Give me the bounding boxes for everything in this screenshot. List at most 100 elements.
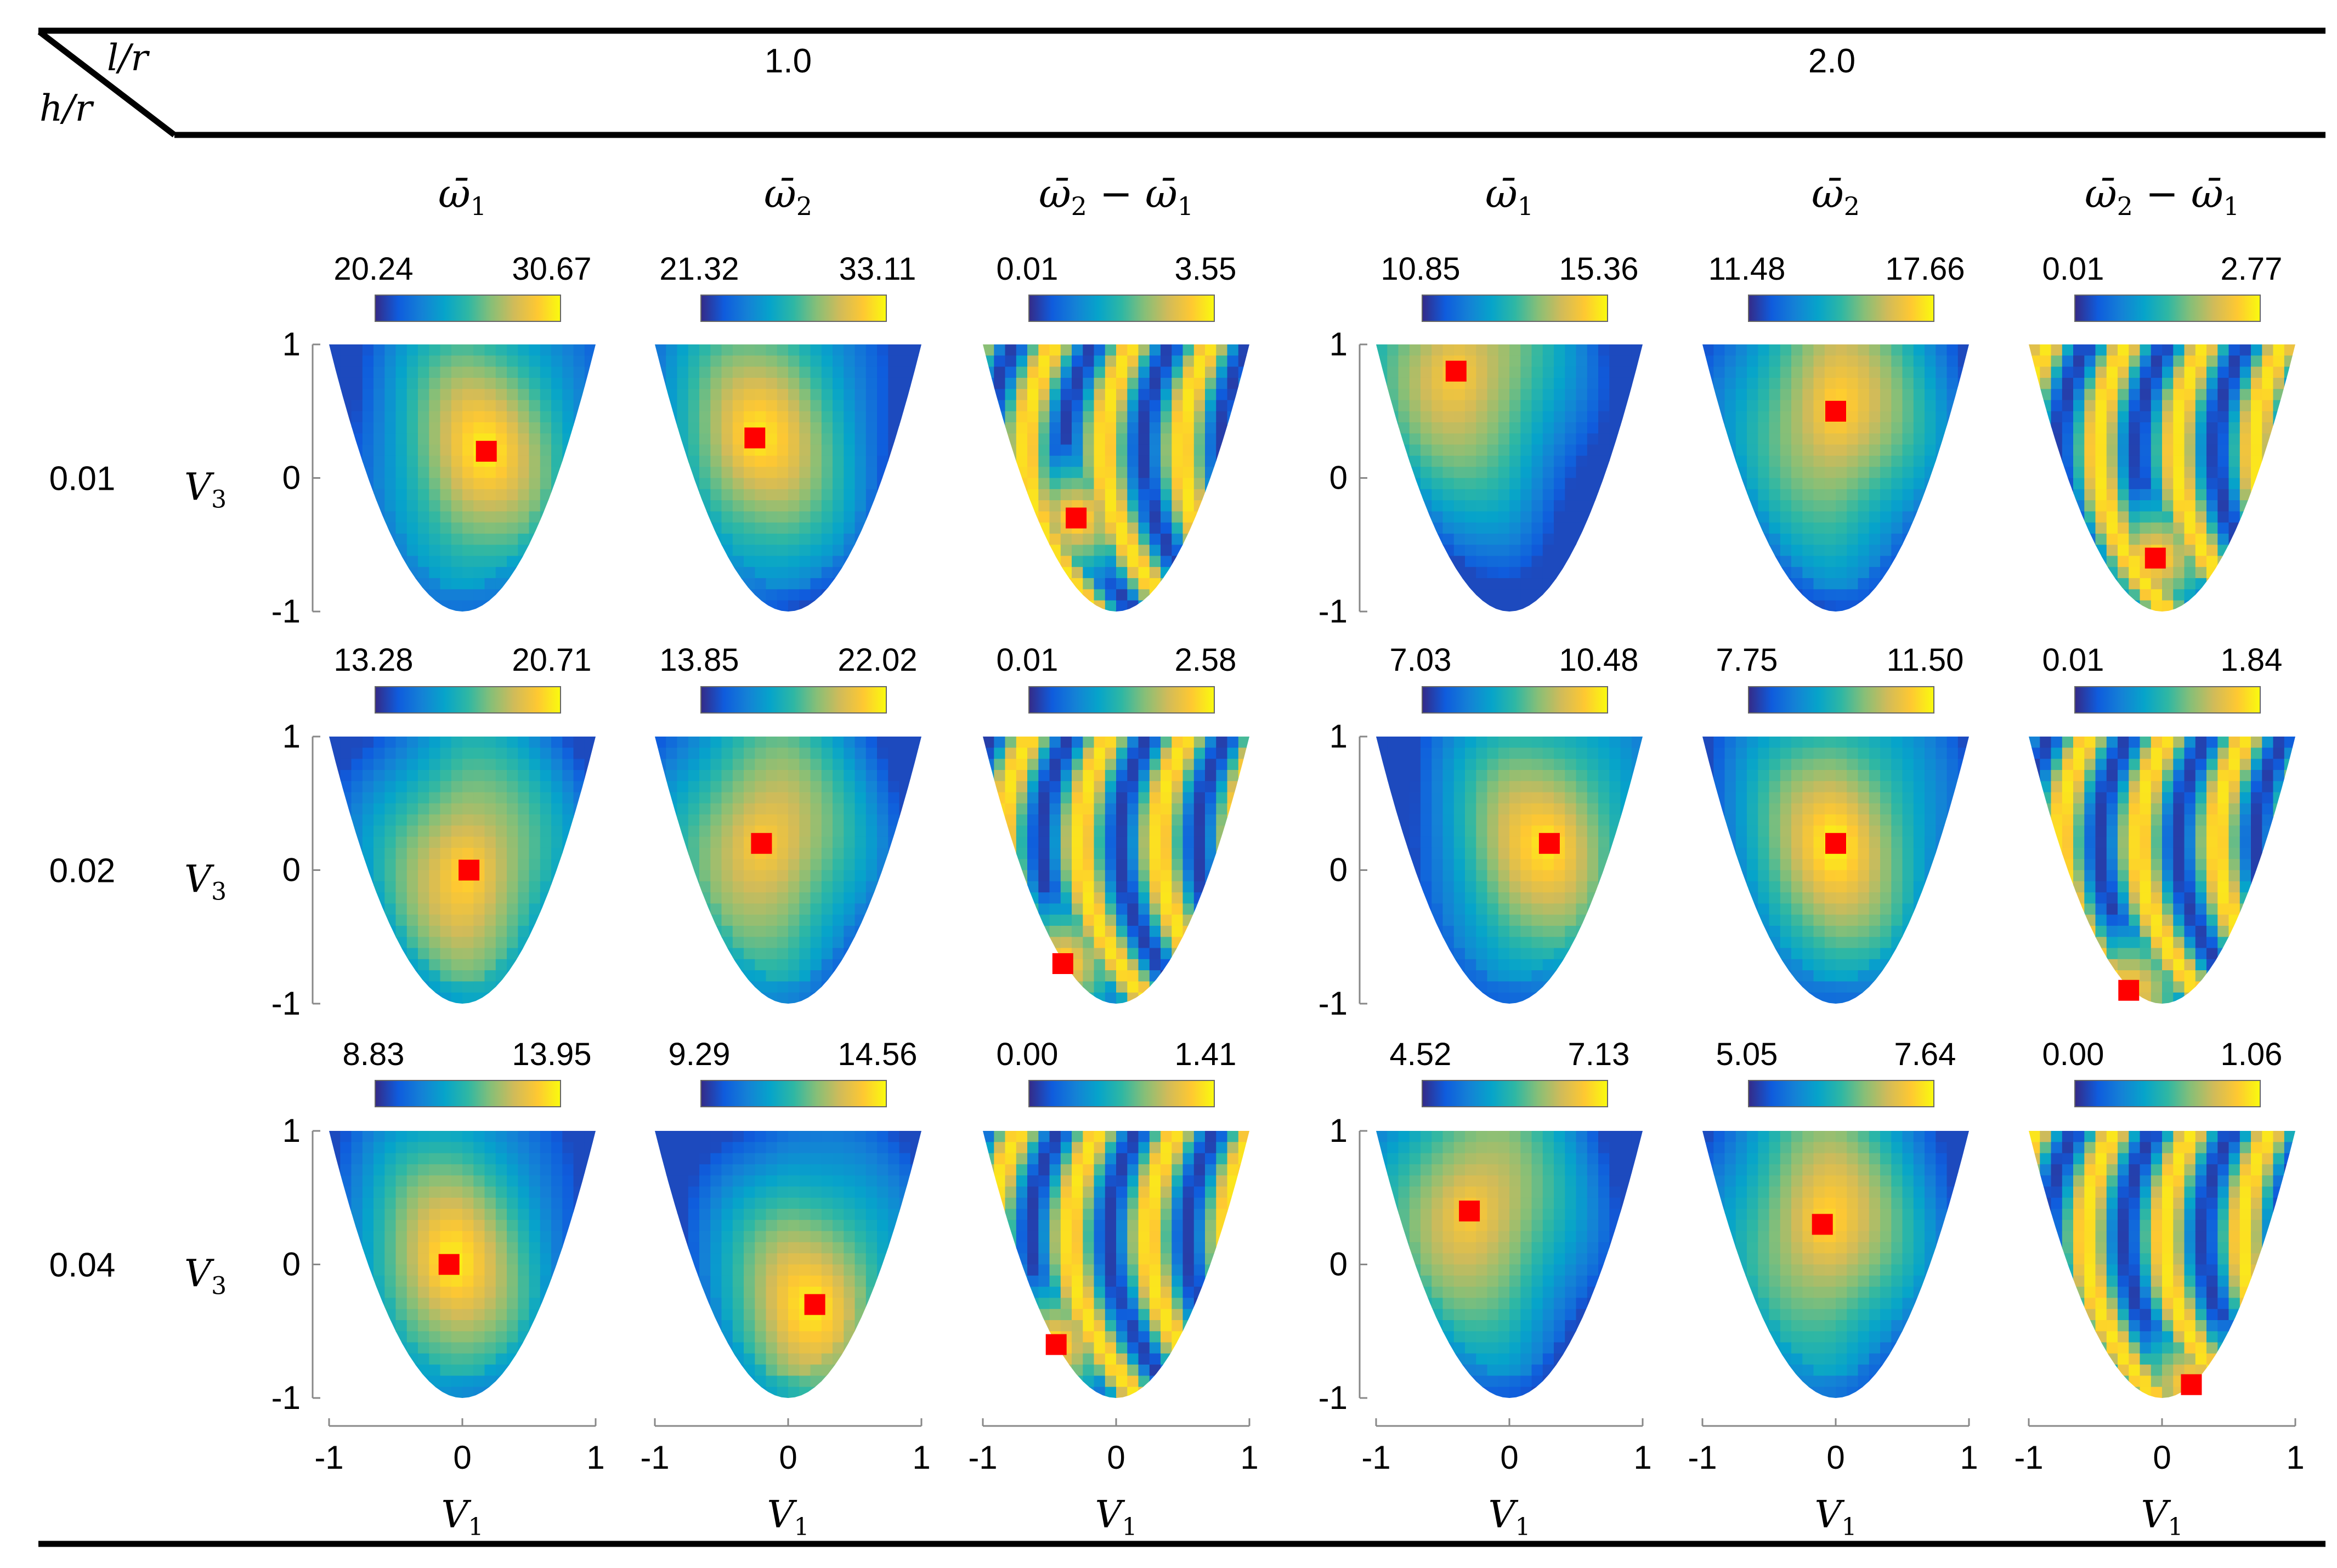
heatmap-cell [1780,478,1792,490]
heatmap-cell [551,814,563,827]
heatmap-cell [688,881,700,893]
heatmap-cell [2073,781,2085,793]
heatmap-cell [1780,748,1792,760]
heatmap-cell [1791,992,1803,1004]
heatmap-cell [484,903,496,915]
heatmap-cell [1193,411,1206,423]
heatmap-cell [1105,344,1117,356]
heatmap-cell [821,870,833,882]
heatmap-cell [677,377,689,389]
heatmap-cell [1747,803,1759,815]
heatmap-cell [1083,411,1095,423]
heatmap-cell [495,948,507,960]
heatmap-cell [1094,937,1106,949]
heatmap-cell [2217,400,2230,412]
heatmap-cell [1016,769,1028,782]
heatmap-cell [340,377,352,389]
heatmap-cell [507,914,519,926]
heatmap-cell [910,758,921,771]
heatmap-cell [1869,444,1881,456]
heatmap-cell [518,903,530,915]
colorbar [700,295,887,322]
heatmap-cell [1161,545,1173,557]
heatmap-cell [688,758,700,771]
heatmap-cell [2029,758,2041,771]
heatmap-cell [2129,444,2141,456]
heatmap-cell [540,344,552,356]
heatmap-cell [888,792,900,804]
title-omega: ω̄ [1812,171,1844,217]
heatmap-cell [1802,781,1814,793]
heatmap-cell [406,444,418,456]
heatmap-cell [374,748,386,760]
heatmap-cell [1172,455,1184,467]
heatmap-cell [721,847,733,859]
heatmap-cell [1172,948,1184,960]
heatmap-cell [1780,737,1792,749]
heatmap-cell [721,903,733,915]
heatmap-cell [1813,769,1825,782]
heatmap-cell [1836,881,1848,893]
heatmap-cell [666,389,678,401]
heatmap-cell [1713,803,1725,815]
heatmap-cell [1758,748,1770,760]
heatmap-cell [766,792,778,804]
heatmap-cell [1724,400,1736,412]
heatmap-cell [1791,500,1803,512]
heatmap-cell [1758,881,1770,893]
heatmap-cell [1060,444,1072,456]
heatmap-cell [418,556,430,568]
heatmap-cell [1105,926,1117,938]
heatmap-cell [833,981,845,993]
heatmap-cell [877,366,889,378]
heatmap-cell [1127,881,1139,893]
title-omega: ω̄ [1485,171,1518,217]
heatmap-cell [1780,467,1792,479]
heatmap-cell [1520,511,1532,523]
heatmap-cell [1083,534,1095,546]
heatmap-cell [1869,992,1881,1004]
heatmap-cell [844,803,856,815]
heatmap-cell [2206,545,2219,557]
heatmap-cell [429,959,441,971]
heatmap-cell [721,489,733,501]
heatmap-cell [1161,455,1173,467]
heatmap-cell [844,814,856,827]
heatmap-cell [2129,500,2141,512]
heatmap-cell [440,948,452,960]
heatmap-cell [1027,825,1039,837]
heatmap-cell [1193,781,1206,793]
heatmap-cell [1509,366,1521,378]
heatmap-cell [2239,355,2251,367]
heatmap-cell [777,758,789,771]
heatmap-cell [844,478,856,490]
heatmap-cell [351,400,363,412]
heatmap-cell [1724,758,1736,771]
heatmap-cell [1476,926,1488,938]
heatmap-cell [821,556,833,568]
heatmap-cell [1027,389,1039,401]
heatmap-cell [755,948,767,960]
heatmap-cell [429,948,441,960]
heatmap-cell [429,737,441,749]
heatmap-cell [1802,433,1814,445]
heatmap-cell [1902,814,1914,827]
heatmap-cell [1083,422,1095,434]
heatmap-cell [1431,870,1444,882]
heatmap-cell [1094,792,1106,804]
heatmap-cell [484,859,496,871]
heatmap-cell [1813,400,1825,412]
heatmap-cell [1902,847,1914,859]
heatmap-cell [2162,600,2174,612]
heatmap-cell [1913,859,1925,871]
heatmap-cell [1016,870,1028,882]
optimum-marker [1538,833,1560,854]
heatmap-cell [1138,959,1150,971]
heatmap-cell [1442,455,1455,467]
heatmap-cell [1747,781,1759,793]
heatmap-cell [1161,948,1173,960]
heatmap-cell [721,781,733,793]
heatmap-cell [833,578,845,590]
heatmap-cell [1813,355,1825,367]
heatmap-cell [844,748,856,760]
